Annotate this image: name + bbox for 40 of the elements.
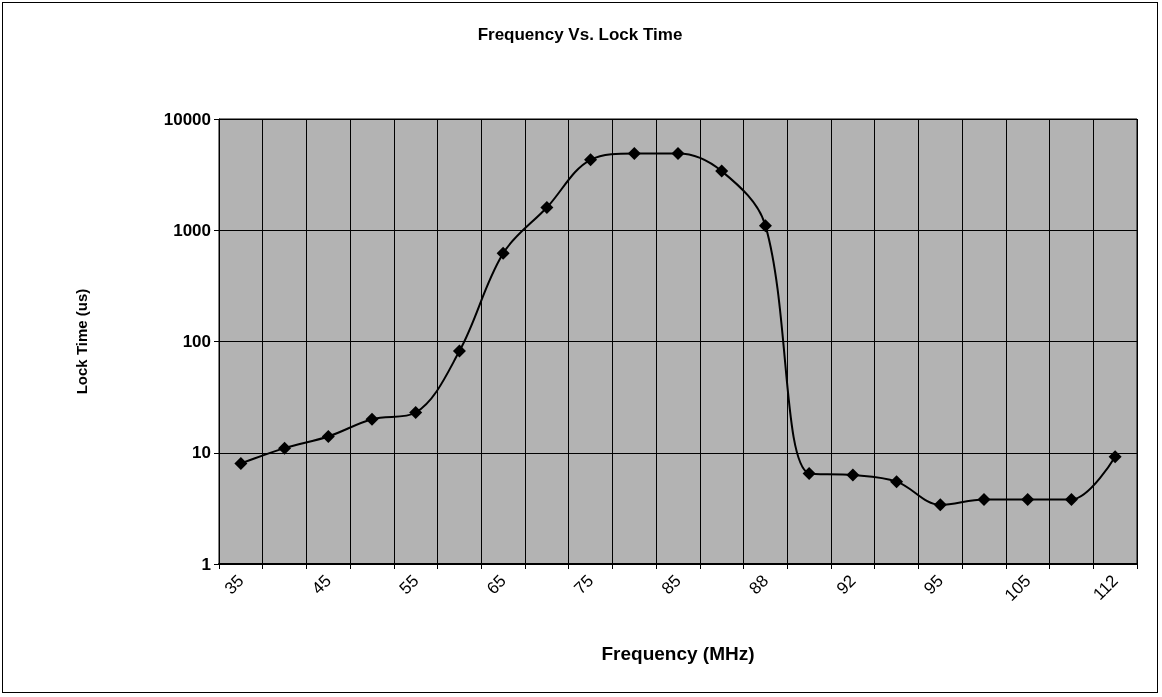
point [234, 457, 248, 471]
point [671, 146, 685, 160]
x-tick-label: 55 [395, 571, 423, 599]
x-tick-label: 95 [920, 571, 947, 599]
point [409, 406, 423, 420]
x-axis-title: Frequency (MHz) [601, 643, 755, 664]
point [627, 146, 641, 160]
x-tick-label: 85 [657, 571, 685, 599]
x-tick-label: 75 [570, 571, 598, 599]
y-axis-title: Lock Time (us) [73, 288, 90, 395]
point [846, 468, 860, 482]
point [1108, 450, 1122, 464]
y-tick-label: 1 [201, 554, 211, 574]
point [278, 441, 292, 455]
point [1064, 493, 1078, 506]
point [890, 475, 904, 489]
x-tick-label: 105 [1000, 571, 1035, 605]
point [933, 498, 947, 512]
point [977, 493, 991, 506]
point [321, 429, 335, 443]
point [584, 153, 598, 167]
point [540, 201, 554, 215]
y-tick-label: 1000 [173, 220, 211, 240]
x-tick-label: 35 [220, 571, 248, 599]
y-tick-label: 10000 [163, 109, 211, 129]
y-tick-label: 100 [182, 332, 211, 351]
y-tick-label: 10 [192, 443, 211, 463]
x-tick-label: 112 [1089, 571, 1122, 604]
x-tick-label: 92 [832, 571, 860, 599]
point [1021, 493, 1035, 506]
point [365, 412, 379, 426]
point [758, 219, 772, 233]
point [715, 164, 729, 178]
point [496, 246, 510, 260]
chart-title: Frequency Vs. Lock Time [477, 25, 683, 44]
x-tick-label: 65 [483, 571, 510, 599]
point [802, 467, 816, 481]
x-tick-label: 45 [308, 571, 335, 599]
point [452, 344, 466, 358]
x-tick-label: 88 [745, 571, 773, 599]
